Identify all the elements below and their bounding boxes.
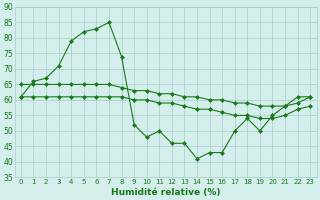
X-axis label: Humidité relative (%): Humidité relative (%) [111,188,220,197]
